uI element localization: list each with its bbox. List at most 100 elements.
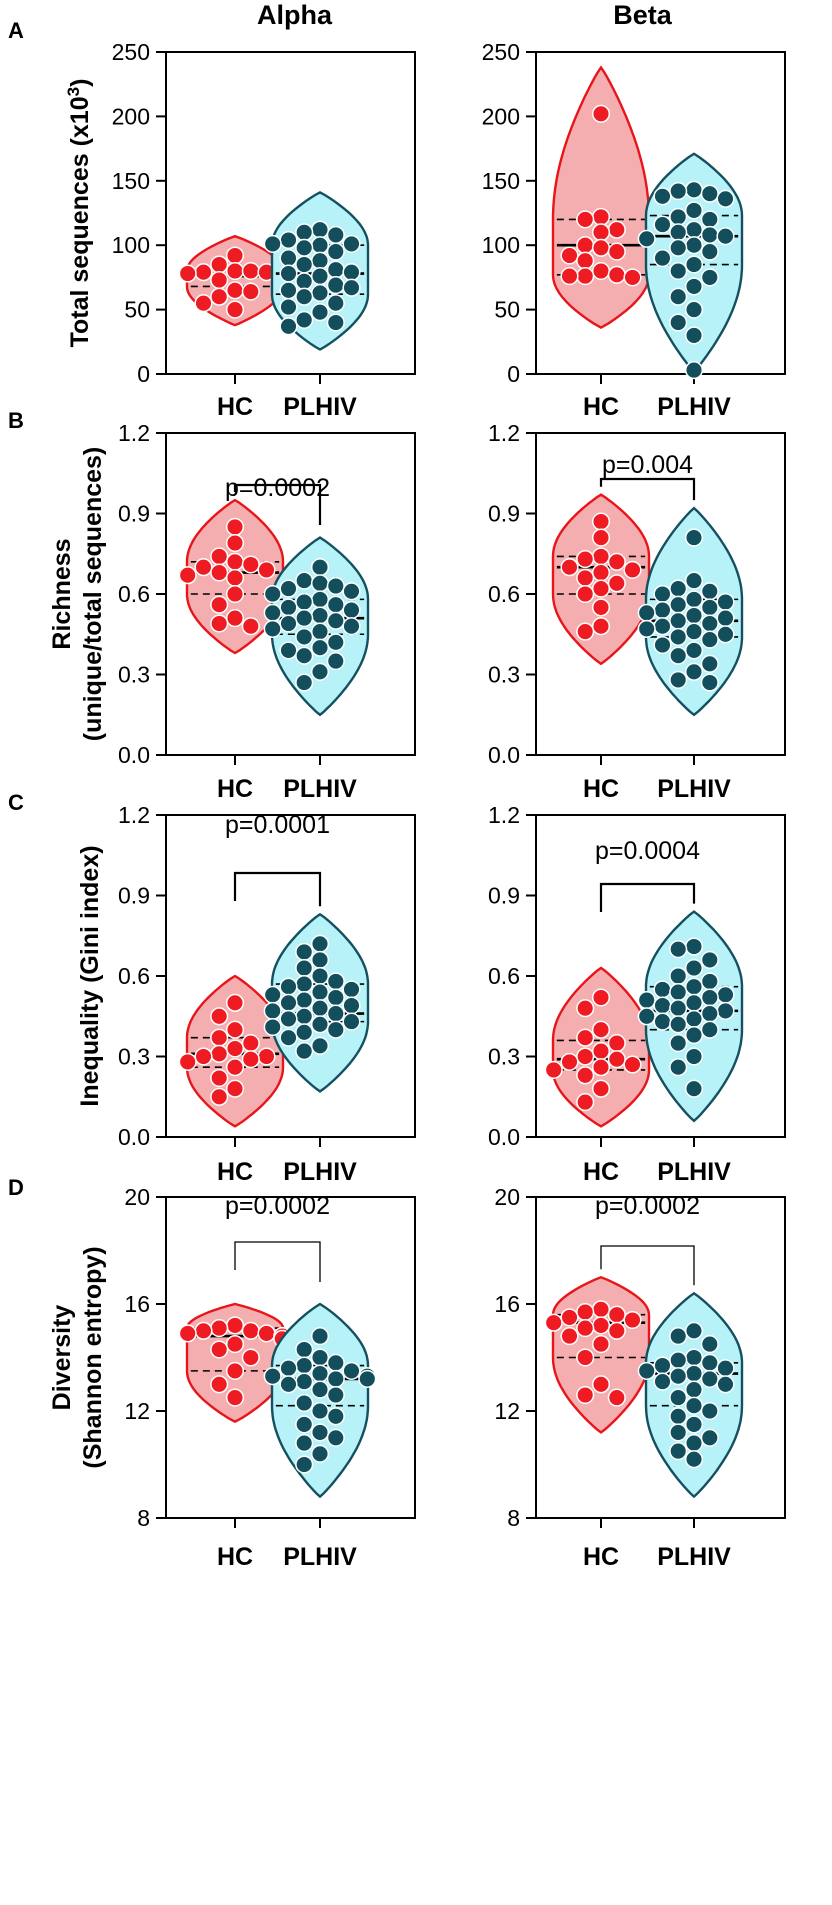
- data-point: [326, 1407, 345, 1426]
- data-point: [653, 635, 672, 655]
- data-point: [700, 988, 719, 1007]
- data-point: [684, 1380, 704, 1399]
- data-point: [700, 598, 719, 617]
- data-point: [263, 1017, 282, 1037]
- data-point: [326, 276, 345, 295]
- data-point: [669, 1388, 688, 1407]
- data-point: [326, 611, 345, 630]
- data-point: [310, 950, 330, 969]
- data-point: [295, 1023, 314, 1042]
- data-point: [310, 590, 330, 609]
- bracket-line: [233, 871, 322, 907]
- data-point: [684, 1025, 704, 1045]
- violin-hc: [178, 498, 285, 655]
- data-point: [591, 104, 611, 123]
- y-axis-label-line2: (unique/total sequences): [79, 447, 107, 741]
- data-point: [295, 592, 314, 612]
- data-point: [716, 609, 735, 628]
- data-point: [684, 220, 704, 239]
- data-point: [637, 991, 656, 1010]
- data-point: [310, 934, 330, 953]
- data-point: [700, 630, 719, 649]
- data-point: [310, 983, 330, 1002]
- data-point: [295, 991, 314, 1010]
- data-point: [326, 972, 345, 991]
- data-point: [326, 1369, 345, 1388]
- data-point: [684, 937, 704, 956]
- y-axis-label-superscript: 3: [64, 87, 83, 96]
- data-point: [326, 1020, 345, 1039]
- data-point: [684, 571, 704, 590]
- data-point: [591, 598, 611, 617]
- panel-letter-b: B: [8, 408, 24, 433]
- data-point: [263, 584, 282, 604]
- data-point: [225, 584, 245, 604]
- data-point: [342, 263, 361, 282]
- data-point: [225, 552, 245, 571]
- y-tick-label: 1.2: [118, 420, 150, 446]
- violin-plhiv: [263, 536, 370, 717]
- x-category-label-plhiv: PLHIV: [283, 393, 357, 421]
- data-point: [295, 272, 314, 291]
- data-point: [225, 1335, 245, 1354]
- data-point: [225, 246, 245, 265]
- y-tick-label: 8: [507, 1505, 520, 1531]
- data-point: [310, 662, 330, 681]
- data-point: [295, 1356, 314, 1375]
- data-point: [295, 1415, 314, 1434]
- data-point: [591, 1020, 611, 1039]
- data-point: [669, 1351, 688, 1370]
- violin-hc: [544, 966, 651, 1128]
- panel-D-beta: 8 12 16 20 HC PLHIV p=0.0002: [494, 1184, 786, 1571]
- data-point: [342, 234, 361, 253]
- data-point: [607, 242, 626, 261]
- data-point: [576, 236, 595, 255]
- significance-bracket: p=0.0002: [225, 474, 330, 525]
- data-point: [669, 287, 688, 306]
- data-point: [310, 236, 330, 255]
- data-point: [326, 225, 345, 244]
- data-point: [716, 985, 735, 1004]
- data-point: [279, 249, 298, 268]
- panel-A-alpha: 0 50 100 150 200 250 HC PLHIV Total sequences (x…: [64, 39, 416, 421]
- data-point: [591, 1079, 611, 1098]
- data-point: [263, 985, 282, 1004]
- data-point: [700, 654, 719, 673]
- data-point: [225, 609, 245, 628]
- data-point: [210, 614, 229, 633]
- y-axis-label-close: ): [66, 79, 94, 87]
- data-point: [684, 528, 704, 547]
- data-point: [637, 619, 656, 638]
- panel-D-alpha: 8 12 16 20 HC PLHIV p=0.0002 Diversity (Shannon …: [48, 1184, 416, 1571]
- data-point: [700, 1353, 719, 1372]
- data-point: [295, 942, 314, 961]
- data-point: [295, 310, 314, 329]
- y-tick-label: 150: [112, 168, 150, 194]
- data-point: [669, 1327, 688, 1346]
- data-point: [684, 1348, 704, 1367]
- data-point: [576, 1302, 595, 1322]
- x-category-label-plhiv: PLHIV: [657, 1158, 731, 1186]
- data-point: [225, 261, 245, 281]
- data-point: [576, 1047, 595, 1066]
- p-value-label: p=0.0004: [595, 837, 700, 865]
- x-category-label-hc: HC: [583, 1543, 619, 1571]
- data-point: [591, 261, 611, 281]
- data-point: [700, 614, 719, 633]
- data-point: [700, 225, 719, 244]
- data-point: [653, 1372, 672, 1391]
- y-tick-label: 0.3: [488, 1044, 520, 1070]
- data-point: [591, 223, 611, 242]
- panel-A-beta: 0 50 100 150 200 250 HC PLHIV: [482, 39, 786, 421]
- data-point: [669, 999, 688, 1018]
- data-point: [310, 303, 330, 322]
- data-point: [263, 603, 282, 622]
- data-point: [560, 1327, 579, 1346]
- y-tick-label: 0: [507, 361, 520, 387]
- x-category-label-plhiv: PLHIV: [657, 393, 731, 421]
- y-tick-label: 150: [482, 168, 520, 194]
- data-point: [194, 294, 213, 313]
- data-point: [607, 552, 626, 571]
- data-point: [225, 517, 245, 536]
- significance-bracket: p=0.004: [599, 451, 696, 501]
